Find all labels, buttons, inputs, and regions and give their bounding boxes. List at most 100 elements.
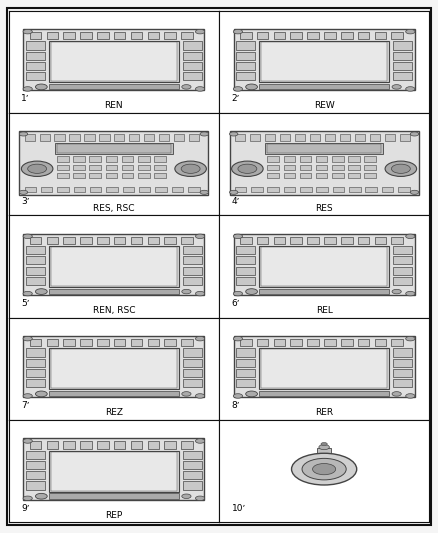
- Bar: [25, 187, 36, 192]
- Bar: [183, 359, 202, 367]
- Bar: [73, 165, 85, 171]
- Bar: [154, 165, 166, 171]
- Bar: [251, 187, 263, 192]
- Bar: [25, 379, 45, 387]
- Bar: [25, 256, 45, 264]
- Bar: [129, 134, 139, 141]
- Bar: [259, 349, 389, 389]
- Circle shape: [195, 29, 205, 34]
- Bar: [49, 42, 179, 82]
- Bar: [341, 32, 353, 39]
- Bar: [355, 134, 365, 141]
- Bar: [106, 165, 117, 171]
- Circle shape: [182, 494, 191, 498]
- Circle shape: [246, 289, 258, 294]
- Circle shape: [292, 453, 357, 485]
- Bar: [317, 448, 332, 454]
- Circle shape: [28, 164, 46, 173]
- Bar: [236, 379, 255, 387]
- Bar: [364, 157, 376, 162]
- Text: 10ʼ: 10ʼ: [232, 504, 246, 513]
- Bar: [97, 237, 109, 244]
- Bar: [358, 237, 369, 244]
- Text: 2ʼ: 2ʼ: [232, 94, 240, 103]
- Bar: [392, 237, 403, 244]
- Bar: [348, 165, 360, 171]
- Circle shape: [392, 392, 401, 396]
- Bar: [183, 256, 202, 264]
- Text: 5ʼ: 5ʼ: [21, 299, 30, 308]
- Bar: [97, 339, 109, 346]
- Bar: [25, 62, 45, 70]
- Bar: [393, 62, 413, 70]
- Bar: [138, 157, 150, 162]
- Bar: [49, 288, 179, 294]
- Bar: [370, 134, 380, 141]
- Bar: [73, 157, 85, 162]
- Bar: [57, 165, 69, 171]
- Bar: [240, 237, 251, 244]
- Bar: [30, 339, 41, 346]
- Bar: [236, 256, 255, 264]
- Bar: [235, 134, 245, 141]
- Bar: [183, 379, 202, 387]
- Bar: [30, 441, 41, 449]
- Bar: [250, 134, 260, 141]
- Circle shape: [200, 190, 208, 195]
- Bar: [145, 134, 155, 141]
- Circle shape: [392, 85, 401, 89]
- Bar: [25, 266, 45, 274]
- Bar: [39, 134, 49, 141]
- Circle shape: [35, 84, 47, 90]
- Bar: [46, 237, 58, 244]
- Bar: [64, 32, 75, 39]
- Circle shape: [195, 87, 205, 91]
- Circle shape: [23, 439, 32, 443]
- Bar: [240, 339, 251, 346]
- Bar: [181, 32, 193, 39]
- Bar: [164, 339, 176, 346]
- Bar: [236, 277, 255, 285]
- Bar: [290, 237, 302, 244]
- Text: REL: REL: [316, 306, 332, 315]
- Bar: [316, 173, 328, 179]
- Bar: [240, 32, 251, 39]
- Bar: [325, 134, 335, 141]
- Bar: [257, 32, 268, 39]
- Bar: [267, 173, 279, 179]
- Bar: [267, 165, 279, 171]
- Bar: [259, 391, 389, 397]
- Circle shape: [406, 336, 415, 341]
- Bar: [106, 173, 117, 179]
- Bar: [267, 157, 279, 162]
- Bar: [393, 52, 413, 60]
- Bar: [183, 266, 202, 274]
- Circle shape: [392, 289, 401, 294]
- Circle shape: [175, 161, 206, 176]
- Circle shape: [23, 394, 32, 398]
- Bar: [159, 134, 170, 141]
- Bar: [393, 379, 413, 387]
- Bar: [46, 339, 58, 346]
- Bar: [49, 84, 179, 90]
- Bar: [183, 72, 202, 80]
- Bar: [274, 32, 285, 39]
- Bar: [183, 52, 202, 60]
- Text: RER: RER: [315, 408, 333, 417]
- Bar: [30, 237, 41, 244]
- Bar: [97, 441, 109, 449]
- Circle shape: [23, 336, 32, 341]
- Bar: [24, 234, 204, 295]
- Bar: [51, 350, 177, 388]
- Bar: [99, 134, 110, 141]
- Text: REN, RSC: REN, RSC: [92, 306, 135, 315]
- Bar: [138, 165, 150, 171]
- Bar: [316, 165, 328, 171]
- Text: RES: RES: [315, 204, 333, 213]
- Circle shape: [195, 496, 205, 500]
- Bar: [183, 461, 202, 469]
- Circle shape: [195, 336, 205, 341]
- Bar: [80, 339, 92, 346]
- Bar: [385, 134, 395, 141]
- Circle shape: [23, 29, 32, 34]
